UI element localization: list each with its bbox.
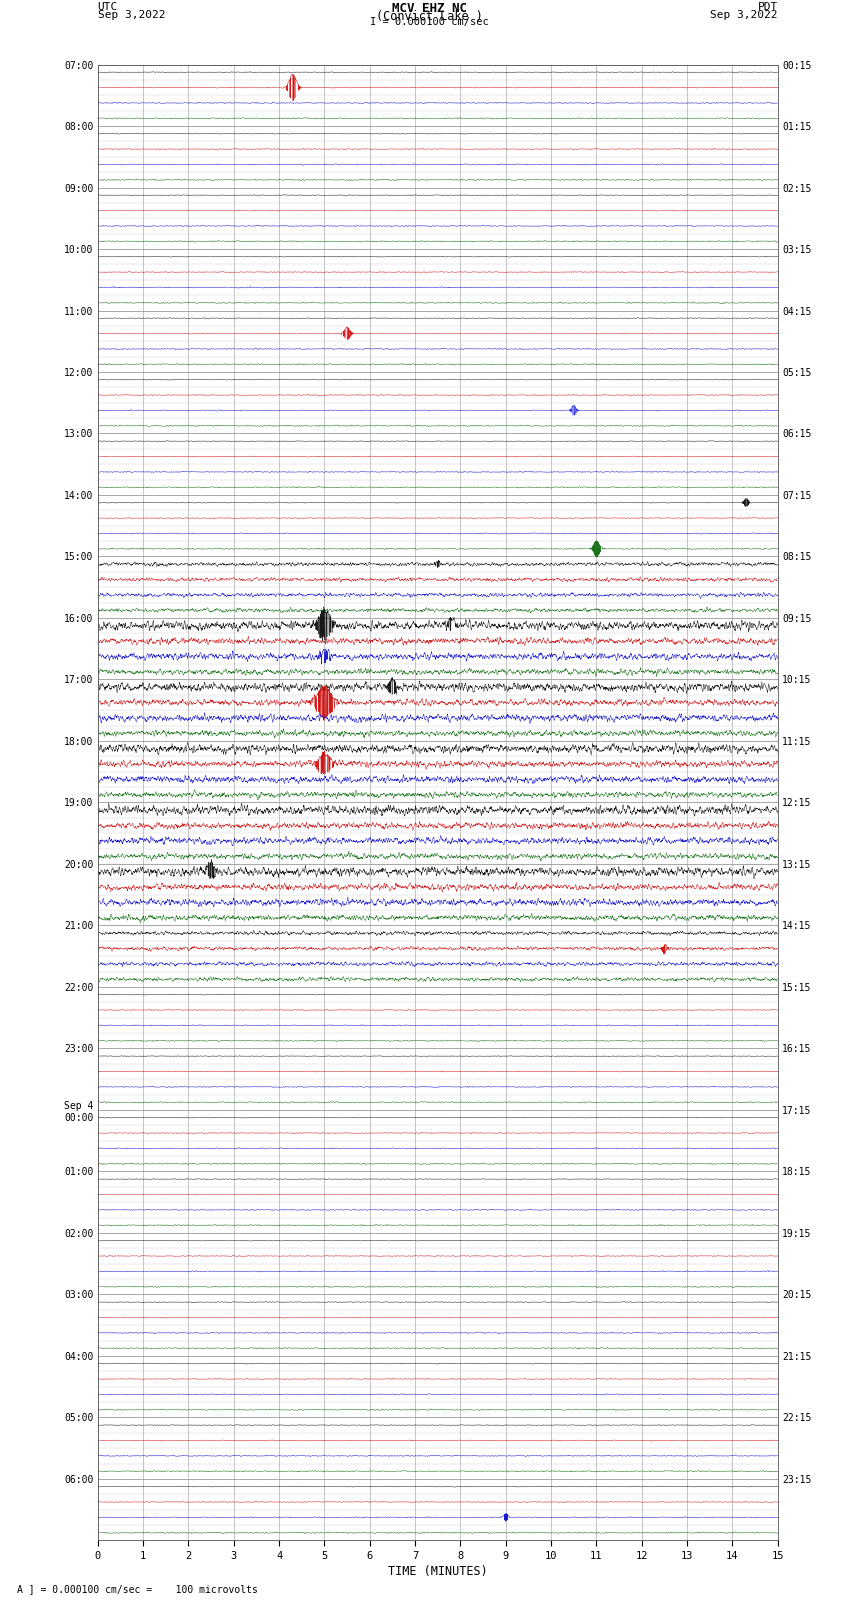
Text: PDT: PDT: [757, 3, 778, 13]
Text: (Convict Lake ): (Convict Lake ): [376, 10, 483, 23]
Text: Sep 3,2022: Sep 3,2022: [98, 10, 165, 19]
Text: A ] = 0.000100 cm/sec =    100 microvolts: A ] = 0.000100 cm/sec = 100 microvolts: [17, 1584, 258, 1594]
X-axis label: TIME (MINUTES): TIME (MINUTES): [388, 1565, 488, 1578]
Text: MCV EHZ NC: MCV EHZ NC: [392, 3, 467, 16]
Text: I = 0.000100 cm/sec: I = 0.000100 cm/sec: [370, 18, 489, 27]
Text: UTC: UTC: [98, 3, 118, 13]
Text: Sep 3,2022: Sep 3,2022: [711, 10, 778, 19]
